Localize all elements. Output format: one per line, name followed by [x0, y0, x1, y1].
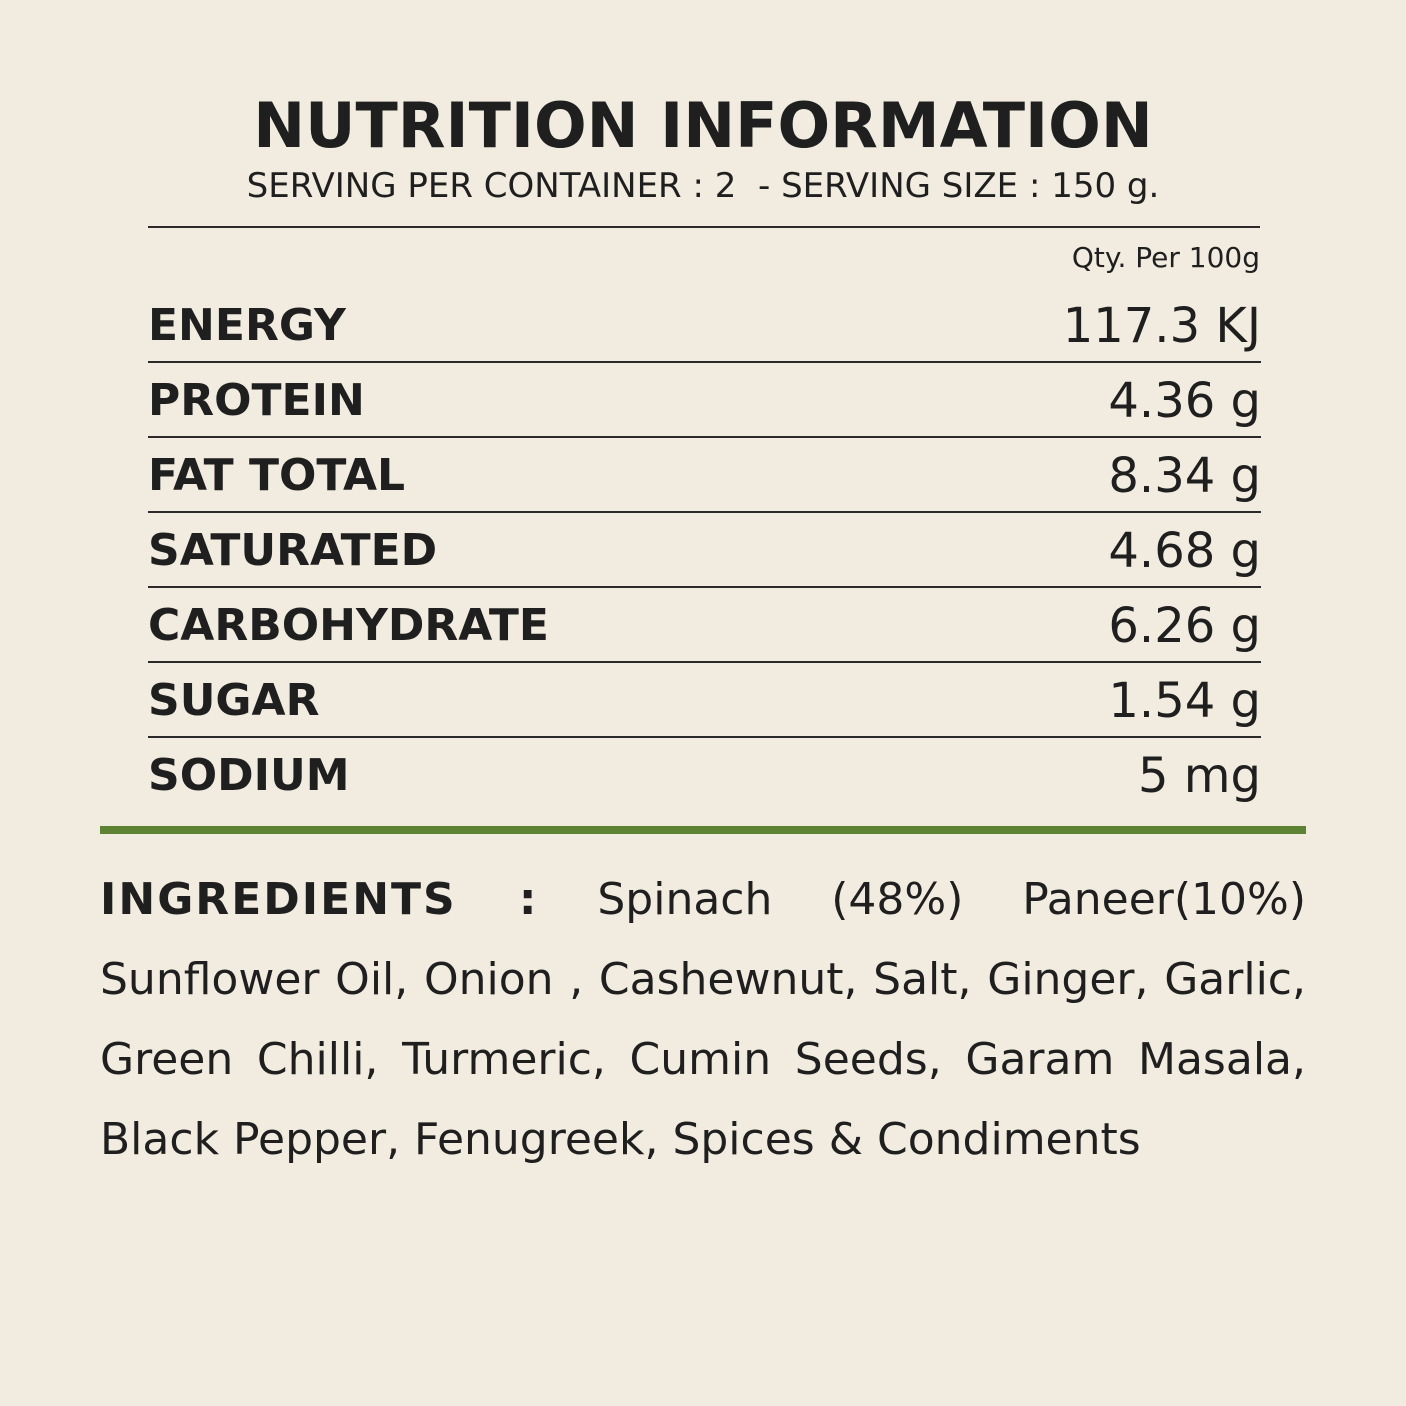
nutrient-label: PROTEIN — [148, 375, 365, 426]
section-divider — [100, 826, 1306, 834]
top-divider — [148, 226, 1260, 228]
nutrient-row-fat-total: FAT TOTAL 8.34 g — [148, 438, 1261, 513]
nutrient-value: 8.34 g — [1108, 448, 1261, 504]
nutrient-row-sodium: SODIUM 5 mg — [148, 738, 1261, 813]
nutrient-label: SATURATED — [148, 525, 438, 576]
nutrient-label: FAT TOTAL — [148, 450, 406, 501]
nutrient-label: SUGAR — [148, 675, 320, 726]
nutrient-value: 4.68 g — [1108, 523, 1261, 579]
quantity-column-header: Qty. Per 100g — [1071, 241, 1260, 274]
ingredients-label: INGREDIENTS : — [100, 874, 539, 925]
nutrient-value: 6.26 g — [1108, 598, 1261, 654]
nutrient-label: ENERGY — [148, 300, 346, 351]
nutrition-title: NUTRITION INFORMATION — [253, 89, 1153, 162]
serving-info: SERVING PER CONTAINER : 2 - SERVING SIZE… — [246, 166, 1160, 206]
nutrient-value: 1.54 g — [1108, 673, 1261, 729]
nutrient-row-carbohydrate: CARBOHYDRATE 6.26 g — [148, 588, 1261, 663]
ingredients-list: Spinach (48%) Paneer(10%) Sunflower Oil,… — [100, 874, 1306, 1165]
nutrient-value: 117.3 KJ — [1062, 298, 1261, 354]
nutrient-label: CARBOHYDRATE — [148, 600, 549, 651]
nutrient-row-protein: PROTEIN 4.36 g — [148, 363, 1261, 438]
nutrient-label: SODIUM — [148, 750, 350, 801]
nutrient-row-energy: ENERGY 117.3 KJ — [148, 288, 1261, 363]
nutrient-value: 5 mg — [1137, 748, 1261, 804]
nutrition-table: ENERGY 117.3 KJ PROTEIN 4.36 g FAT TOTAL… — [148, 288, 1261, 813]
ingredients-block: INGREDIENTS : Spinach (48%) Paneer(10%) … — [100, 860, 1306, 1180]
nutrient-row-saturated: SATURATED 4.68 g — [148, 513, 1261, 588]
nutrient-row-sugar: SUGAR 1.54 g — [148, 663, 1261, 738]
nutrient-value: 4.36 g — [1108, 373, 1261, 429]
